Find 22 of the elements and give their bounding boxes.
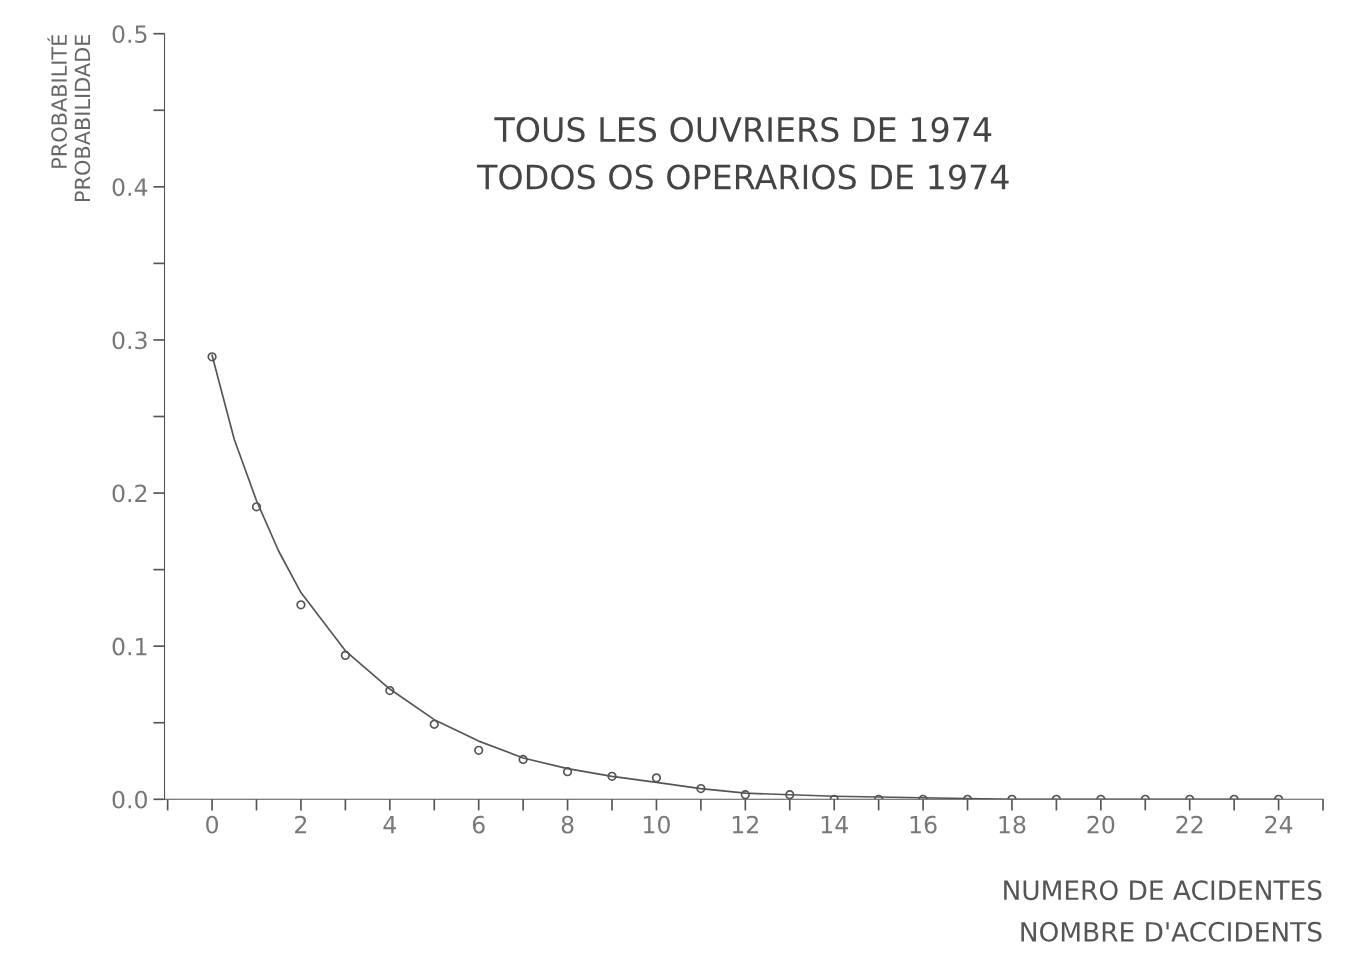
x-tick-label: 22 [1176,815,1203,834]
y-tick-label: 0.0 [112,790,147,809]
x-tick-label: 24 [1265,815,1293,834]
y-tick-label: 0.1 [112,637,147,656]
y-tick-label: 0.3 [112,331,147,350]
x-tick-label: 2 [295,815,307,834]
x-tick-label: 10 [644,815,670,834]
x-tick-label: 8 [561,815,574,834]
x-tick-label: 4 [383,815,397,834]
x-tick-label: 14 [821,815,848,834]
x-tick-label: 18 [999,815,1026,834]
y-tick-label: 0.2 [112,484,147,503]
x-axis-title: NUMERO DE ACIDENTES NOMBRE D'ACCIDENTS [1004,880,1322,942]
x-tick-label: 12 [732,815,758,834]
y-tick-label: 0.5 [112,25,147,44]
y-axis-title: PROBABILITÉ PROBABILIDADE [47,35,91,201]
x-tick-label: 16 [910,815,937,834]
x-tick-label: 0 [206,815,219,834]
text: TOUS LES OUVRIERS DE 1974 TODOS OS OPERARIOS DE 1974 [476,116,1009,190]
x-tick-label: 20 [1087,815,1115,834]
x-tick-label: 6 [472,815,485,834]
y-tick-label: 0.4 [112,178,148,197]
